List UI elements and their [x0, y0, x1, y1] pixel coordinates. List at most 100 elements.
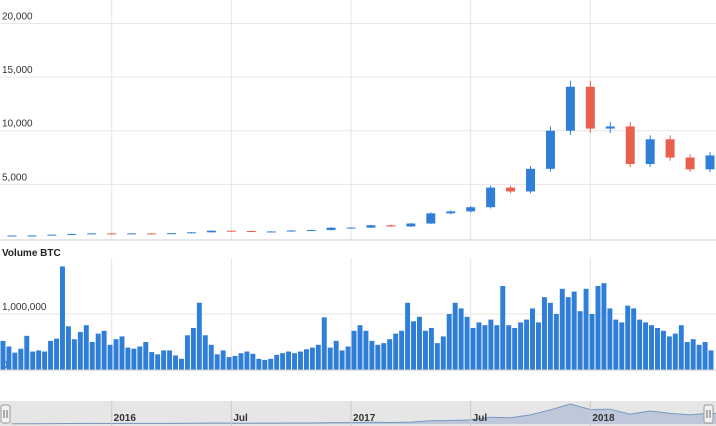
volume-bar	[393, 333, 399, 370]
volume-bar	[0, 340, 6, 370]
navigator-track[interactable]	[0, 401, 716, 426]
volume-bar	[60, 266, 65, 370]
volume-bar	[369, 340, 375, 370]
volume-bars	[0, 266, 714, 370]
candle-body	[446, 211, 456, 214]
volume-bar	[655, 328, 660, 370]
volume-bar	[250, 353, 256, 370]
candle-body	[366, 225, 376, 228]
candle-body	[426, 213, 436, 224]
price-tick-label: 10,000	[2, 119, 33, 130]
volume-bar	[18, 348, 24, 370]
volume-bar	[637, 319, 643, 370]
volume-bar	[143, 342, 149, 370]
volume-bar	[131, 348, 137, 370]
candle-body	[466, 207, 476, 212]
volume-bar	[482, 325, 488, 370]
volume-bar	[536, 322, 541, 370]
volume-bar	[30, 351, 36, 370]
volume-bar	[452, 302, 458, 370]
candle-body	[665, 139, 675, 158]
candle-body	[326, 227, 336, 231]
navigator-labels: 2016 Jul 2017 Jul 2018	[111, 401, 615, 426]
candle-body	[625, 126, 635, 164]
volume-bar	[506, 325, 512, 370]
volume-bar	[333, 340, 339, 370]
volume-bar	[119, 336, 125, 370]
x-tick-label: 2016	[114, 413, 137, 424]
volume-bar	[708, 350, 714, 370]
volume-bar	[184, 335, 190, 370]
candle-body	[406, 223, 416, 227]
candle-body	[306, 230, 316, 232]
volume-bar	[6, 346, 12, 370]
volume-bar	[357, 325, 363, 370]
volume-bar	[280, 353, 286, 370]
candle-body	[565, 86, 575, 131]
volume-bar	[339, 350, 345, 370]
volume-bar	[190, 328, 196, 370]
volume-bar	[274, 354, 280, 370]
volume-bar	[179, 358, 184, 370]
volume-bar	[125, 347, 131, 370]
volume-bar	[244, 351, 250, 370]
candle-body	[27, 235, 37, 237]
volume-bar	[530, 308, 535, 370]
x-tick-label: Jul	[233, 413, 248, 424]
volume-bar	[643, 322, 649, 370]
candle-body	[526, 168, 536, 192]
price-tick-label: 15,000	[2, 65, 33, 76]
volume-bar	[286, 351, 292, 370]
volume-bar	[12, 352, 18, 370]
navigator-series	[11, 403, 716, 425]
volume-bar	[440, 336, 446, 370]
volume-bar	[327, 347, 333, 370]
candle-body	[206, 230, 216, 233]
volume-bar	[434, 343, 440, 370]
navigator[interactable]: 2016 Jul 2017 Jul 2018	[0, 401, 716, 426]
volume-bar	[303, 349, 309, 370]
price-tick-label: 20,000	[2, 11, 33, 22]
volume-bar	[238, 353, 244, 370]
navigator-right-handle[interactable]	[703, 404, 714, 424]
volume-bar	[71, 339, 77, 370]
candle-body	[246, 231, 256, 233]
volume-title: Volume BTC	[2, 248, 61, 259]
volume-bar	[428, 328, 434, 370]
volume-bar	[494, 325, 500, 370]
volume-bar	[619, 322, 625, 370]
price-tick-label: 5,000	[2, 172, 27, 183]
volume-bar	[381, 343, 387, 370]
volume-bar	[422, 330, 428, 370]
navigator-left-handle[interactable]	[0, 404, 11, 424]
volume-bar	[256, 358, 262, 370]
volume-bar	[702, 342, 708, 370]
volume-bar	[214, 354, 220, 370]
volume-bar	[666, 336, 672, 370]
candle-body	[545, 130, 555, 169]
volume-bar	[173, 355, 178, 370]
volume-bar	[690, 339, 696, 370]
volume-bar	[48, 340, 54, 370]
candle-body	[605, 126, 615, 129]
volume-bar	[631, 308, 637, 370]
volume-bar	[167, 350, 173, 370]
volume-bar	[541, 297, 547, 370]
volume-bar	[660, 330, 666, 370]
volume-bar	[345, 346, 351, 370]
candle-body	[7, 235, 17, 237]
volume-bar	[571, 291, 577, 370]
volume-bar	[202, 335, 208, 370]
volume-bar	[83, 325, 89, 370]
volume-bar	[470, 328, 476, 370]
volume-bar	[65, 326, 71, 370]
volume-bar	[268, 358, 274, 370]
volume-bar	[500, 286, 506, 370]
candle-body	[506, 187, 516, 192]
volume-bar	[458, 308, 464, 370]
candle-body	[486, 187, 496, 208]
volume-bar	[577, 311, 583, 370]
volume-bar	[155, 354, 161, 370]
volume-bar	[649, 325, 654, 370]
volume-bar	[524, 319, 530, 370]
